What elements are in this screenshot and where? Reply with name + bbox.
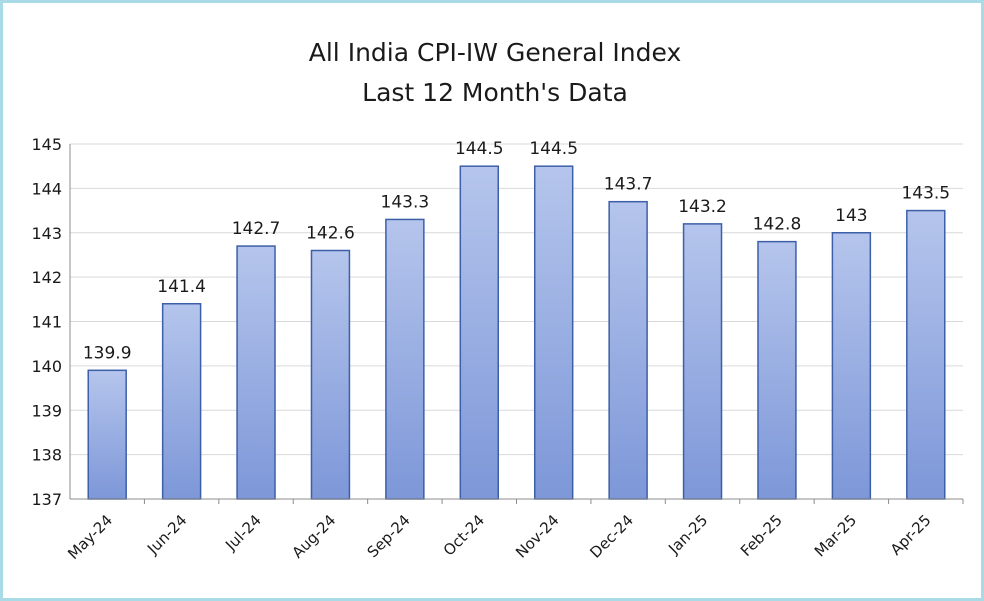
chart-subtitle: Last 12 Month's Data xyxy=(362,78,628,107)
y-tick-label: 144 xyxy=(31,179,62,198)
bar xyxy=(385,218,425,500)
data-label: 143.5 xyxy=(901,184,950,204)
data-label: 143.2 xyxy=(678,197,727,217)
x-tick-label: May-24 xyxy=(64,511,116,563)
bar xyxy=(533,165,574,500)
data-label: 142.6 xyxy=(306,224,355,244)
data-label: 139.9 xyxy=(83,343,132,363)
y-tick-label: 143 xyxy=(31,224,62,243)
y-tick-label: 145 xyxy=(31,135,62,154)
x-axis: May-24 Jun-24 Jul-24 Aug-24 Sep-24 Oct-24 Nov-… xyxy=(64,498,964,563)
y-tick-label: 139 xyxy=(31,401,62,420)
bar xyxy=(682,223,723,500)
x-tick-label: Mar-25 xyxy=(811,511,860,560)
y-axis: 137 138 139 140 141 142 143 144 145 xyxy=(31,135,71,509)
y-tick-label: 138 xyxy=(31,446,62,465)
chart-title: All India CPI-IW General Index xyxy=(308,38,682,67)
x-tick-label: Jul-24 xyxy=(221,511,265,555)
data-labels: 139.9 141.4 142.7 142.6 143.3 144.5 144.5 143.7… xyxy=(83,139,950,363)
bar xyxy=(87,369,127,500)
x-tick-label: Sep-24 xyxy=(364,511,414,561)
bar xyxy=(757,240,797,500)
x-tick-label: Aug-24 xyxy=(289,511,340,562)
bar xyxy=(310,249,351,500)
x-tick-label: Apr-25 xyxy=(887,511,935,559)
data-label: 142.8 xyxy=(753,215,802,235)
x-tick-label: Dec-24 xyxy=(586,511,637,562)
data-label: 143.7 xyxy=(604,175,653,195)
y-tick-label: 141 xyxy=(31,313,62,332)
data-label: 143 xyxy=(835,206,867,226)
chart-title-block: All India CPI-IW General Index Last 12 M… xyxy=(3,33,984,113)
x-tick-label: Jan-25 xyxy=(664,511,711,558)
y-tick-label: 140 xyxy=(31,357,62,376)
y-tick-label: 137 xyxy=(31,490,62,509)
data-label: 144.5 xyxy=(529,139,578,159)
bar xyxy=(906,209,946,500)
x-tick-label: Oct-24 xyxy=(440,511,488,559)
bar xyxy=(161,303,202,500)
x-tick-label: Jun-24 xyxy=(143,511,190,558)
bar xyxy=(236,245,276,500)
data-label: 144.5 xyxy=(455,139,504,159)
data-label: 143.3 xyxy=(381,192,430,212)
x-tick-label: Nov-24 xyxy=(512,511,562,561)
bar xyxy=(608,200,648,500)
gridlines xyxy=(70,143,963,500)
y-tick-label: 142 xyxy=(31,268,62,287)
bar xyxy=(831,232,872,500)
data-label: 142.7 xyxy=(232,219,281,239)
data-label: 141.4 xyxy=(157,277,206,297)
bars xyxy=(87,165,946,500)
bar xyxy=(459,165,500,500)
x-tick-label: Feb-25 xyxy=(737,511,786,560)
